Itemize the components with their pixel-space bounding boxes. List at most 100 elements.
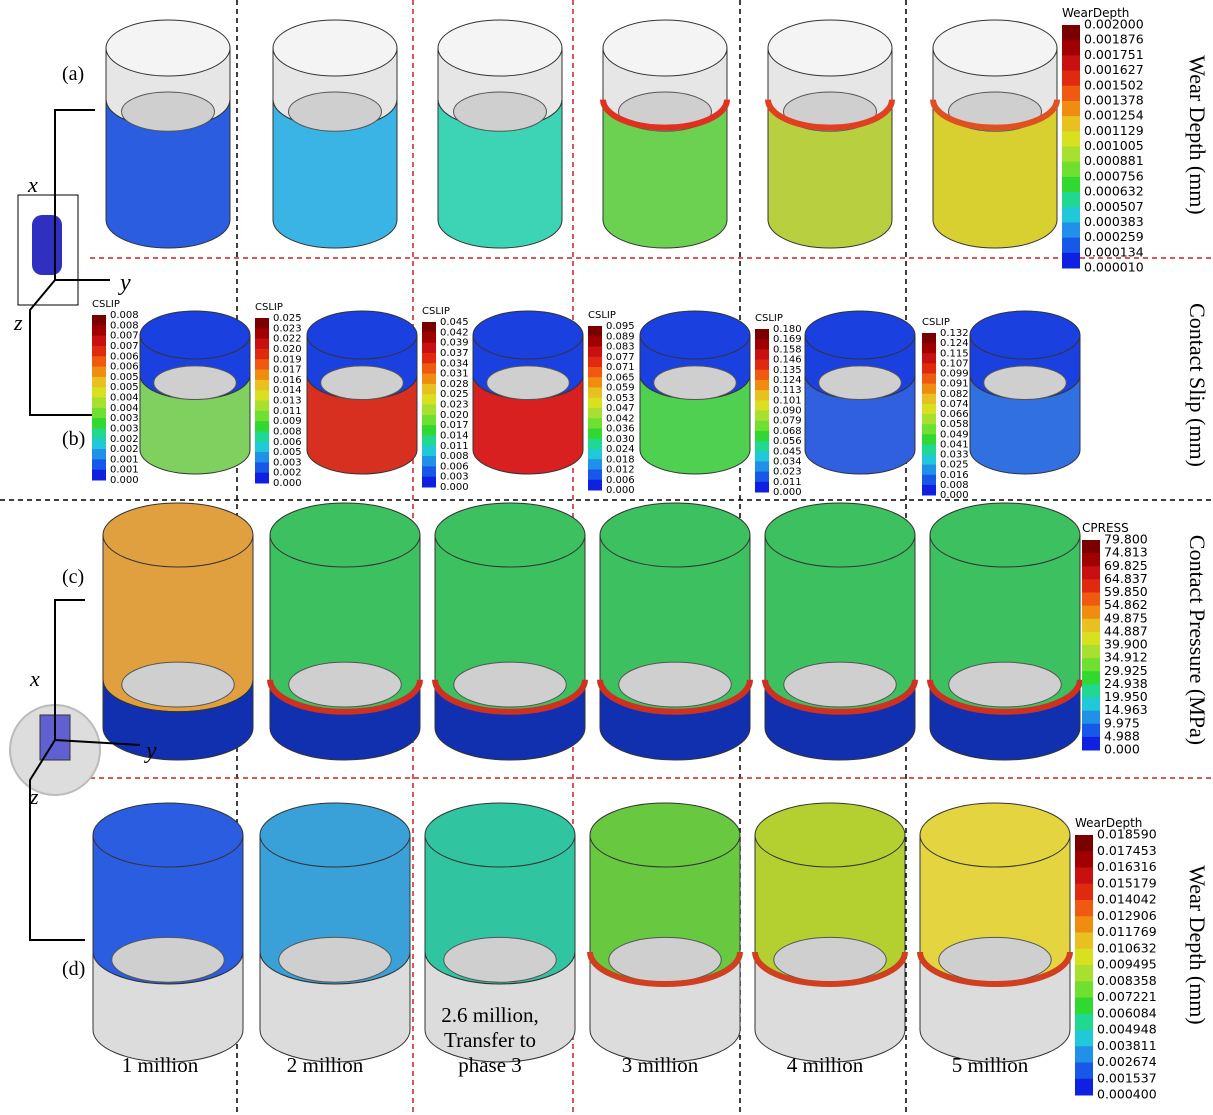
legend-swatch xyxy=(922,454,936,466)
cylinder-hole xyxy=(948,91,1042,132)
axis-triads xyxy=(9,109,141,941)
cylinder-opening xyxy=(932,19,1058,77)
legend-title: CSLIP xyxy=(588,310,616,321)
legend-swatch xyxy=(922,353,936,364)
column-label: phase 3 xyxy=(458,1053,522,1077)
legend-swatch xyxy=(1082,671,1100,685)
axis-label: x xyxy=(29,666,40,691)
legend-swatch xyxy=(1082,605,1100,620)
legend-swatch xyxy=(255,400,269,412)
legend-swatch xyxy=(588,336,602,347)
cylinder-hole xyxy=(453,91,547,132)
contour-band xyxy=(600,99,730,131)
legend-title: CSLIP xyxy=(422,306,450,317)
legend-value: 0.180 xyxy=(773,324,802,335)
legend-value: 0.079 xyxy=(773,416,802,427)
legend-swatch xyxy=(422,383,436,395)
legend-swatch xyxy=(1075,1046,1093,1063)
legend-value: 0.001 xyxy=(110,454,139,465)
legend-swatch xyxy=(1062,100,1080,117)
legend-swatch xyxy=(922,424,936,435)
legend-value: 0.010632 xyxy=(1097,940,1157,955)
legend-swatch xyxy=(1075,851,1093,868)
legend-value: 0.020 xyxy=(440,410,469,421)
legend-value: 0.019 xyxy=(273,354,302,365)
legend-value: 0.016316 xyxy=(1097,859,1157,874)
legend-swatch xyxy=(1075,883,1093,901)
legend-value: 14.963 xyxy=(1104,702,1148,717)
legend-value: 0.001751 xyxy=(1084,47,1144,62)
cylinder-hole xyxy=(111,936,225,983)
legend-swatch xyxy=(922,444,936,455)
legend-swatch xyxy=(92,418,106,429)
legend-swatch xyxy=(1062,131,1080,147)
legend-value: 0.008 xyxy=(940,480,969,491)
cylinder-hole xyxy=(653,365,737,401)
cylinder-opening xyxy=(139,310,251,360)
legend-value: 0.003 xyxy=(273,457,302,468)
legend-value: 0.000383 xyxy=(1084,214,1144,229)
legend-value: 0.002 xyxy=(110,434,139,445)
legend-value: 0.008 xyxy=(110,310,139,321)
legend-swatch xyxy=(255,431,269,443)
cylinder-hole xyxy=(773,936,887,983)
legend-swatch xyxy=(755,369,769,381)
legend-value: 0.005 xyxy=(110,372,139,383)
legend-swatch xyxy=(755,379,769,391)
legend-value: 0.001005 xyxy=(1084,138,1144,153)
legend-value: 0.113 xyxy=(773,385,802,396)
legend-swatch xyxy=(922,363,936,374)
legend-swatch xyxy=(1075,916,1093,933)
cylinder-opening xyxy=(306,310,418,360)
legend-swatch xyxy=(1062,176,1080,193)
legend-swatch xyxy=(1075,997,1093,1015)
legend-swatch xyxy=(1075,1030,1093,1047)
legend-value: 0.107 xyxy=(940,358,969,369)
legend-swatch xyxy=(755,400,769,411)
panel-title: Wear Depth (mm) xyxy=(1185,55,1210,215)
legend-title: CSLIP xyxy=(255,302,283,313)
legend-value: 0.041 xyxy=(940,439,969,450)
legend-swatch xyxy=(1082,645,1100,659)
legend-swatch xyxy=(1082,631,1100,646)
legend-value: 0.001378 xyxy=(1084,92,1144,107)
legend-value: 0.007 xyxy=(110,341,139,352)
legend-swatch xyxy=(755,359,769,371)
legend-swatch xyxy=(922,474,936,486)
cylinder-body xyxy=(639,375,751,475)
contour-band xyxy=(930,99,1060,131)
cylinder-body xyxy=(102,679,254,761)
legend-swatch xyxy=(1075,1062,1093,1080)
legend-value: 0.006 xyxy=(110,362,139,373)
legend-value: 4.988 xyxy=(1104,728,1140,743)
legend-value: 0.000 xyxy=(110,475,139,486)
legend-value: 0.099 xyxy=(940,369,969,380)
cylinders xyxy=(92,19,1083,1063)
panel-label: (d) xyxy=(62,958,85,980)
legend-swatch xyxy=(755,329,769,340)
legend-value: 0.025 xyxy=(440,389,469,400)
legend-swatch xyxy=(255,359,269,371)
legend-swatch xyxy=(922,373,936,385)
legend-swatch xyxy=(422,456,436,467)
legend-value: 0.006084 xyxy=(1097,1005,1157,1020)
cylinder-body xyxy=(472,375,584,475)
cylinder-hole xyxy=(783,91,877,132)
legend-value: 0.042 xyxy=(606,413,635,424)
legend-value: 0.003 xyxy=(440,472,469,483)
legend-value: 0.000756 xyxy=(1084,168,1144,183)
legend-value: 29.925 xyxy=(1104,663,1148,678)
legend-value: 0.008 xyxy=(110,320,139,331)
legend-swatch xyxy=(92,325,106,337)
legend-swatch xyxy=(422,332,436,344)
legend-value: 0.018 xyxy=(606,454,635,465)
legend-swatch xyxy=(1075,900,1093,917)
legend-swatch xyxy=(92,387,106,398)
legend-swatch xyxy=(422,414,436,426)
legend-swatch xyxy=(922,484,936,496)
legend-value: 0.011769 xyxy=(1097,924,1157,939)
legend-value: 0.005 xyxy=(110,382,139,393)
legend-swatch xyxy=(1082,684,1100,698)
legend-value: 0.000881 xyxy=(1084,153,1144,168)
legend-swatch xyxy=(92,469,106,481)
